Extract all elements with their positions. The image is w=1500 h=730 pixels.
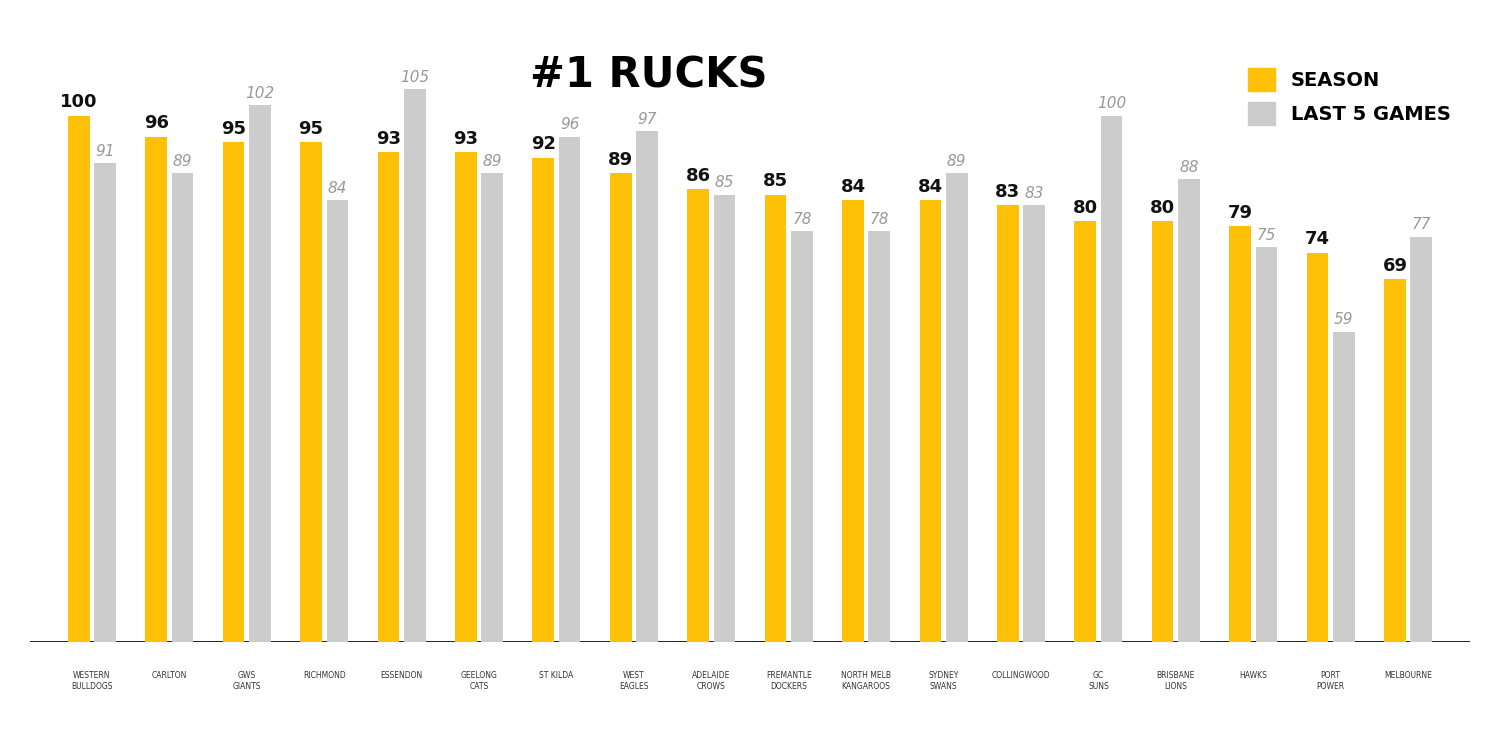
Text: 97: 97 (638, 112, 657, 127)
Text: GEELONG
CATS: GEELONG CATS (460, 672, 498, 691)
Bar (1152, 221, 1173, 642)
Text: 85: 85 (714, 175, 734, 191)
Text: GWS
GIANTS: GWS GIANTS (232, 672, 261, 691)
Text: 88: 88 (1179, 160, 1198, 174)
Bar (94, 163, 116, 642)
Text: HAWKS: HAWKS (1239, 672, 1268, 680)
Text: 59: 59 (1334, 312, 1353, 327)
Text: 79: 79 (1227, 204, 1252, 222)
Text: FREMANTLE
DOCKERS: FREMANTLE DOCKERS (766, 672, 812, 691)
Text: CARLTON: CARLTON (152, 672, 188, 680)
Bar (920, 200, 940, 642)
Bar (327, 200, 348, 642)
Text: 85: 85 (764, 172, 788, 191)
Text: 80: 80 (1150, 199, 1174, 217)
Legend: SEASON, LAST 5 GAMES: SEASON, LAST 5 GAMES (1238, 58, 1461, 134)
Text: 100: 100 (1096, 96, 1126, 111)
Bar (610, 174, 632, 642)
Bar (1178, 179, 1200, 642)
Text: GC
SUNS: GC SUNS (1088, 672, 1108, 691)
Bar (1228, 226, 1251, 642)
Bar (714, 195, 735, 642)
Text: 102: 102 (246, 86, 274, 101)
Text: 89: 89 (483, 154, 502, 169)
Bar (224, 142, 245, 642)
Text: 84: 84 (327, 180, 346, 196)
Bar (790, 231, 813, 642)
Text: 75: 75 (1257, 228, 1276, 243)
Bar (249, 105, 272, 642)
Text: 78: 78 (792, 212, 812, 227)
Bar (687, 189, 709, 642)
Bar (1101, 115, 1122, 642)
Text: ST KILDA: ST KILDA (540, 672, 573, 680)
Bar (68, 115, 90, 642)
Bar (171, 174, 194, 642)
Text: 86: 86 (686, 167, 711, 185)
Text: SYDNEY
SWANS: SYDNEY SWANS (928, 672, 958, 691)
Bar (1306, 253, 1329, 642)
Text: 105: 105 (400, 70, 429, 85)
Text: 84: 84 (918, 177, 944, 196)
Text: 91: 91 (96, 144, 116, 158)
Text: 95: 95 (220, 120, 246, 138)
Text: 83: 83 (994, 183, 1020, 201)
Bar (482, 174, 502, 642)
Text: 74: 74 (1305, 230, 1330, 248)
Bar (1256, 247, 1276, 642)
Text: #1 RUCKS: #1 RUCKS (531, 55, 768, 96)
Text: 96: 96 (144, 115, 168, 132)
Text: 77: 77 (1412, 218, 1431, 232)
Text: 92: 92 (531, 136, 556, 153)
Bar (404, 89, 426, 642)
Bar (636, 131, 658, 642)
Bar (946, 174, 968, 642)
Text: 83: 83 (1024, 186, 1044, 201)
Text: 89: 89 (946, 154, 966, 169)
Text: 95: 95 (298, 120, 324, 138)
Bar (842, 200, 864, 642)
Bar (998, 205, 1018, 642)
Text: RICHMOND: RICHMOND (303, 672, 345, 680)
Bar (532, 158, 554, 642)
Text: 69: 69 (1383, 257, 1407, 274)
Text: 80: 80 (1072, 199, 1098, 217)
Bar (146, 137, 166, 642)
Text: 93: 93 (453, 130, 478, 148)
Text: ADELAIDE
CROWS: ADELAIDE CROWS (692, 672, 730, 691)
Text: NORTH MELB
KANGAROOS: NORTH MELB KANGAROOS (842, 672, 891, 691)
Text: WESTERN
BULLDOGS: WESTERN BULLDOGS (70, 672, 112, 691)
Text: 78: 78 (870, 212, 889, 227)
Text: 84: 84 (840, 177, 866, 196)
Text: 89: 89 (172, 154, 192, 169)
Text: MELBOURNE: MELBOURNE (1384, 672, 1432, 680)
Bar (1023, 205, 1046, 642)
Text: WEST
EAGLES: WEST EAGLES (620, 672, 648, 691)
Text: 100: 100 (60, 93, 98, 111)
Text: PORT
POWER: PORT POWER (1317, 672, 1344, 691)
Bar (454, 153, 477, 642)
Text: 93: 93 (376, 130, 400, 148)
Bar (765, 195, 786, 642)
Text: 89: 89 (608, 151, 633, 169)
Text: BRISBANE
LIONS: BRISBANE LIONS (1156, 672, 1196, 691)
Bar (378, 153, 399, 642)
Bar (1410, 237, 1432, 642)
Bar (868, 231, 889, 642)
Bar (300, 142, 322, 642)
Bar (1384, 279, 1406, 642)
Bar (560, 137, 580, 642)
Text: COLLINGWOOD: COLLINGWOOD (992, 672, 1050, 680)
Bar (1074, 221, 1096, 642)
Bar (1334, 331, 1354, 642)
Text: ESSENDON: ESSENDON (381, 672, 423, 680)
Text: 96: 96 (560, 118, 579, 132)
